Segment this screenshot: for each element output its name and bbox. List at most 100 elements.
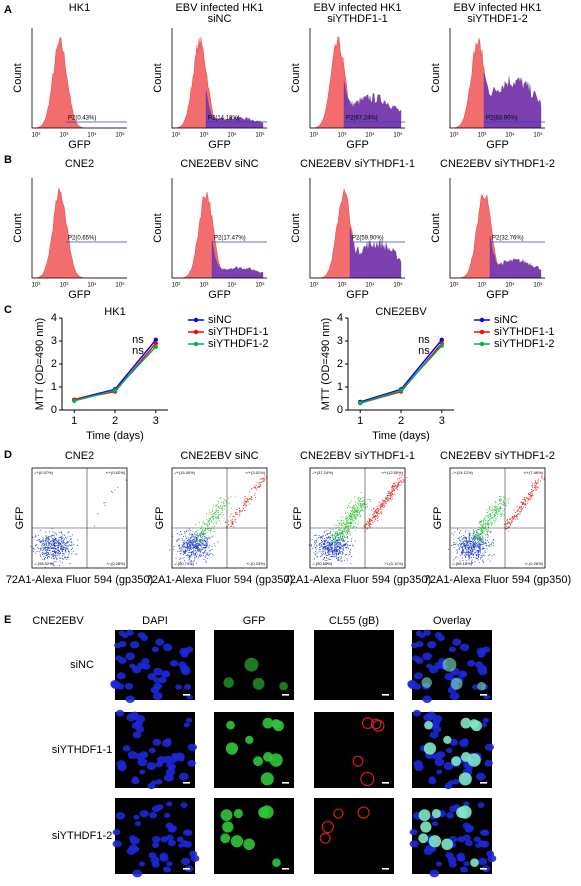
event xyxy=(188,530,190,532)
event xyxy=(45,537,47,538)
event xyxy=(533,489,535,491)
event xyxy=(466,553,468,555)
event xyxy=(326,542,328,544)
event xyxy=(346,521,348,523)
nucleus xyxy=(452,638,462,646)
event xyxy=(184,542,186,544)
event xyxy=(477,546,479,548)
event xyxy=(76,553,78,555)
event xyxy=(502,496,504,498)
event xyxy=(68,551,70,552)
panel-label: C xyxy=(4,304,12,316)
event xyxy=(402,478,404,480)
event xyxy=(497,513,498,515)
event xyxy=(63,539,65,541)
event xyxy=(346,537,348,539)
event xyxy=(264,475,266,477)
event xyxy=(60,543,62,544)
event xyxy=(544,480,546,482)
event xyxy=(216,504,218,506)
event xyxy=(189,561,191,563)
nucleus xyxy=(431,821,439,827)
nucleus xyxy=(147,673,157,681)
event xyxy=(42,537,44,539)
event xyxy=(191,541,193,543)
histogram-gated xyxy=(349,227,402,279)
event xyxy=(480,528,482,530)
event xyxy=(460,554,462,556)
event xyxy=(516,511,518,512)
event xyxy=(373,513,375,515)
event xyxy=(202,537,204,539)
event xyxy=(261,478,263,480)
annotation: ns xyxy=(418,334,430,346)
event xyxy=(58,538,60,540)
event xyxy=(479,522,481,524)
event xyxy=(206,522,208,524)
event xyxy=(522,499,524,501)
event xyxy=(346,559,348,561)
event xyxy=(212,517,214,519)
event xyxy=(71,541,73,543)
event xyxy=(479,530,481,532)
event xyxy=(315,540,317,542)
event xyxy=(537,479,539,481)
event xyxy=(531,497,533,499)
nucleus xyxy=(114,642,122,649)
event xyxy=(369,523,371,525)
point xyxy=(153,341,158,346)
gb-cell xyxy=(321,820,335,834)
event xyxy=(484,550,486,552)
event xyxy=(370,524,372,526)
event xyxy=(374,511,376,513)
event xyxy=(352,522,354,524)
event xyxy=(345,526,346,528)
event xyxy=(195,531,197,533)
event xyxy=(180,533,182,535)
event xyxy=(177,539,179,541)
event xyxy=(195,552,196,554)
event xyxy=(506,525,508,527)
event xyxy=(342,551,344,553)
legend-label: siYTHDF1-2 xyxy=(494,338,555,350)
event xyxy=(382,505,383,507)
event xyxy=(56,558,58,560)
event xyxy=(491,517,493,519)
event xyxy=(486,524,488,526)
event xyxy=(484,523,486,525)
nucleus xyxy=(116,683,125,690)
event xyxy=(193,541,195,543)
event xyxy=(488,523,490,525)
event xyxy=(44,546,46,548)
event xyxy=(197,550,199,552)
event xyxy=(215,505,217,507)
event xyxy=(251,487,253,489)
event xyxy=(338,539,340,541)
event xyxy=(44,544,46,546)
event xyxy=(392,488,394,490)
event xyxy=(386,500,388,502)
event xyxy=(209,517,211,519)
event xyxy=(506,519,508,520)
event xyxy=(202,544,204,546)
event xyxy=(234,520,236,522)
event xyxy=(468,545,470,547)
event xyxy=(464,545,466,547)
event xyxy=(483,548,485,549)
event xyxy=(33,550,35,552)
plot-frame xyxy=(309,467,406,569)
event xyxy=(335,553,337,555)
event xyxy=(43,548,45,550)
event xyxy=(453,544,455,546)
quadrant-label: -/+(0.57%) xyxy=(34,470,53,475)
event xyxy=(177,550,179,552)
event xyxy=(327,562,329,564)
y-tick-label: 0 xyxy=(337,404,343,416)
event xyxy=(339,545,341,547)
event xyxy=(311,545,312,547)
event xyxy=(384,500,385,502)
nucleus xyxy=(412,709,422,717)
event xyxy=(186,530,187,532)
event xyxy=(349,515,351,516)
event xyxy=(462,549,463,551)
